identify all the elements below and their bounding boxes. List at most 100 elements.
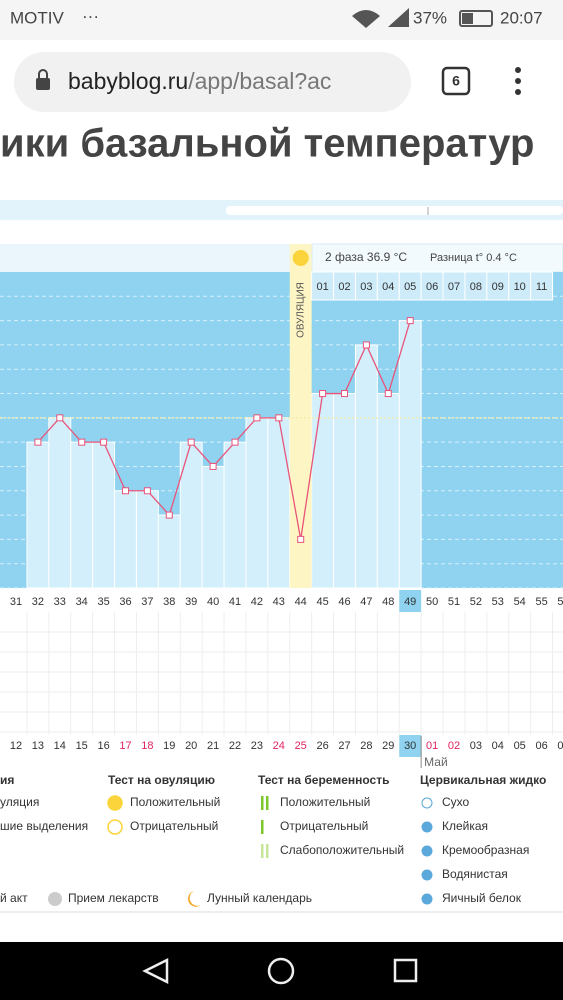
menu-button[interactable] [515, 67, 521, 95]
date: 02 [448, 740, 460, 752]
legend-icon [107, 819, 123, 835]
point [143, 487, 151, 495]
point [297, 535, 305, 543]
top-date: 09 [492, 281, 504, 293]
date: 03 [470, 740, 482, 752]
top-date: 05 [404, 281, 416, 293]
top-date: 02 [338, 281, 350, 293]
back-button[interactable] [142, 957, 169, 985]
highlight-cell [399, 735, 422, 757]
cycle-day: 31 [10, 596, 22, 608]
legend-bottom: й акт [0, 891, 28, 905]
sun-icon [292, 250, 309, 266]
legend-icon [188, 891, 201, 907]
cycle-day: 47 [360, 596, 372, 608]
point [209, 462, 217, 470]
wifi-icon [352, 10, 380, 28]
legend-icon [421, 893, 433, 905]
legend-icon [107, 795, 123, 811]
bar [114, 490, 137, 589]
cycle-day: 32 [32, 596, 44, 608]
date: 12 [10, 740, 22, 752]
point [362, 341, 370, 349]
url: babyblog.ru/app/basal?ac [68, 68, 331, 94]
bar [333, 393, 356, 589]
point [275, 414, 283, 422]
point [319, 390, 327, 398]
date: 27 [338, 740, 350, 752]
bar [48, 417, 72, 589]
cycle-day: 36 [119, 596, 131, 608]
legend-item: Слабоположительный [280, 843, 404, 857]
cycle-day: 33 [54, 596, 66, 608]
legend-item: Клейкая [442, 819, 488, 833]
point [384, 390, 392, 398]
top-date: 01 [316, 281, 328, 293]
legend-icon [421, 821, 433, 833]
date: 25 [295, 740, 307, 752]
top-date: 03 [360, 281, 372, 293]
date: 30 [404, 740, 416, 752]
legend-icon [266, 844, 269, 858]
top-date: 08 [470, 281, 482, 293]
legend-bottom: Прием лекарств [68, 891, 159, 905]
legend-icon [261, 844, 264, 858]
home-button[interactable] [267, 957, 295, 985]
phase-label: 2 фаза 36.9 °C [325, 250, 407, 264]
cycle-day: 50 [426, 596, 438, 608]
point [165, 511, 173, 519]
date: 14 [54, 740, 66, 752]
battery-level [462, 13, 473, 24]
legend-item: Положительный [130, 795, 220, 809]
cycle-day: 35 [97, 596, 109, 608]
bar [157, 514, 181, 589]
legend-item: Отрицательный [130, 819, 218, 833]
recents-button[interactable] [393, 958, 418, 983]
legend-item: Яичный белок [442, 891, 522, 905]
cycle-day: 44 [295, 596, 307, 608]
bar [267, 417, 291, 589]
temperature-line [37, 320, 411, 540]
cycle-day: 40 [207, 596, 219, 608]
tabs-button[interactable] [441, 66, 471, 96]
top-date: 11 [536, 281, 547, 293]
clock: 20:07 [500, 8, 543, 27]
point [34, 438, 42, 446]
top-date: 10 [514, 281, 526, 293]
legend-icon [421, 869, 433, 881]
date: 19 [163, 740, 175, 752]
signal-icon [388, 8, 409, 27]
cycle-day: 55 [535, 596, 547, 608]
legend-item: Сухо [442, 795, 470, 809]
cycle-day: 41 [229, 596, 241, 608]
date: 13 [32, 740, 44, 752]
date: 18 [141, 740, 153, 752]
legend-icon [421, 845, 433, 857]
point [253, 414, 261, 422]
scroll-thumb[interactable] [226, 206, 563, 215]
cycle-day: 39 [185, 596, 197, 608]
bar [398, 320, 422, 589]
cycle-day: 49 [404, 596, 416, 608]
legend-item: Отрицательный [280, 819, 368, 833]
url-field[interactable] [14, 52, 411, 112]
point [341, 390, 348, 398]
legend-icon [266, 796, 269, 810]
lock-icon [36, 78, 50, 90]
month-label: Май [424, 755, 448, 769]
ovulation-label: ОВУЛЯЦИЯ [295, 282, 306, 338]
carrier: MOTIV [10, 8, 64, 27]
tabs-count: 6 [452, 73, 460, 89]
legend-item: Водянистая [442, 867, 508, 881]
url-path: /app/basal?ac [188, 68, 331, 94]
top-date: 06 [426, 281, 438, 293]
highlight-cell [399, 590, 422, 612]
bar [245, 417, 269, 589]
date: 15 [76, 740, 88, 752]
point [231, 438, 239, 446]
legend-icon [261, 820, 264, 834]
top-date-cell [530, 271, 554, 301]
url-domain: babyblog.ru [68, 68, 188, 94]
legend-title: Тест на овуляцию [108, 773, 215, 787]
